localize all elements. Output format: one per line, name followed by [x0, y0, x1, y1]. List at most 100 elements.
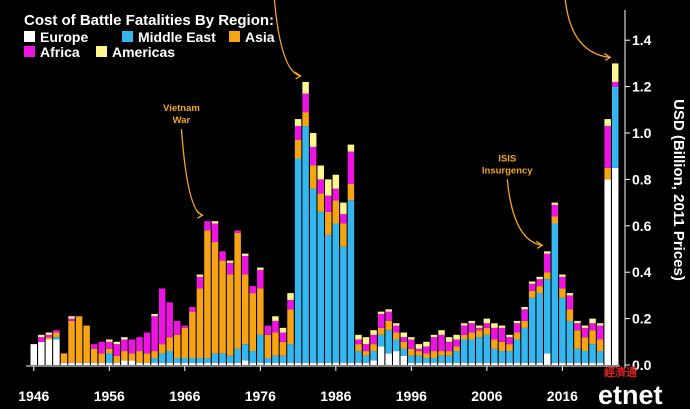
x-axis: 1946 1956 1966 1976 1986 1996 2006 2016 [18, 366, 578, 404]
legend-swatch-middle-east [122, 31, 133, 42]
bar-africa-1983 [309, 146, 317, 166]
bar-americas-2015 [551, 202, 559, 205]
bar-asia-1996 [408, 348, 415, 356]
bar-africa-1987 [340, 214, 347, 224]
legend-label-middle-east: Middle East [138, 29, 216, 45]
bar-asia-1976 [257, 288, 264, 335]
bar-middle-east-1962 [151, 358, 158, 363]
bar-africa-1984 [317, 179, 324, 194]
bar-middle-east-1981 [294, 158, 302, 363]
bar-europe-1990 [362, 362, 370, 365]
bar-asia-1995 [400, 341, 408, 349]
bar-asia-2009 [506, 344, 513, 352]
bar-asia-1979 [279, 341, 287, 356]
bar-asia-1959 [128, 353, 136, 361]
annotation-arrow [564, 0, 611, 59]
bar-europe-2000 [438, 362, 445, 365]
bar-middle-east-1966 [181, 358, 189, 363]
bar-asia-1987 [340, 223, 347, 247]
bar-americas-2014 [544, 251, 551, 254]
bar-americas-1995 [400, 332, 408, 338]
bar-europe-1961 [143, 362, 151, 365]
annotation-arrow [273, 0, 301, 77]
bar-africa-2004 [468, 323, 475, 333]
bar-asia-2018 [574, 330, 581, 349]
bar-asia-1957 [113, 355, 121, 363]
bar-middle-east-1978 [272, 355, 279, 363]
bar-africa-1962 [151, 316, 158, 352]
watermark-chinese-text: 經濟通 [604, 365, 637, 379]
bar-asia-2015 [551, 216, 559, 224]
bar-europe-1966 [181, 362, 189, 365]
bar-africa-1976 [257, 269, 264, 289]
annotation: Russia–Ukraine War& Israel–Hamas War [564, 0, 612, 61]
bar-asia-1974 [241, 274, 249, 345]
bar-asia-2010 [513, 332, 521, 340]
bar-americas-1986 [332, 174, 340, 189]
bar-asia-1984 [317, 193, 324, 212]
bar-middle-east-2020 [589, 344, 596, 363]
annotation-arrowhead [294, 71, 302, 80]
bar-europe-1996 [408, 362, 415, 365]
bar-middle-east-2012 [528, 297, 536, 363]
bar-africa-1989 [355, 339, 362, 345]
legend-swatch-europe [24, 31, 35, 42]
bar-americas-1989 [355, 334, 362, 340]
bar-africa-2011 [521, 309, 528, 321]
bar-europe-1994 [392, 351, 400, 365]
bar-americas-2007 [491, 323, 498, 328]
bar-middle-east-2005 [476, 337, 483, 363]
bar-africa-2012 [528, 283, 536, 291]
bar-europe-1968 [196, 362, 204, 365]
bar-europe-2018 [574, 362, 581, 365]
bar-europe-2023 [611, 167, 619, 365]
bar-middle-east-2013 [536, 293, 543, 363]
bar-middle-east-2021 [596, 351, 604, 363]
bar-africa-2007 [491, 327, 498, 340]
bar-africa-1947 [38, 337, 45, 342]
bar-africa-1965 [174, 320, 181, 335]
watermark-logo-text: etnet [598, 380, 663, 409]
bar-asia-1965 [174, 334, 181, 359]
bar-americas-1985 [325, 179, 332, 196]
bar-europe-1987 [340, 362, 347, 365]
bar-middle-east-1986 [332, 223, 340, 363]
bar-asia-1954 [90, 348, 98, 363]
y-tick-label: 0.2 [632, 311, 652, 327]
bar-africa-2001 [445, 341, 453, 352]
bar-middle-east-1949 [53, 337, 60, 340]
bar-africa-1988 [347, 151, 355, 185]
bar-middle-east-2011 [521, 327, 528, 363]
x-tick-label: 1956 [94, 388, 125, 404]
bar-africa-2009 [506, 337, 513, 345]
bar-africa-2023 [611, 81, 619, 87]
bar-africa-1949 [53, 330, 60, 333]
bar-middle-east-1977 [264, 358, 272, 363]
bar-middle-east-2017 [566, 320, 574, 363]
bar-asia-1949 [53, 332, 60, 338]
bar-asia-1952 [75, 316, 83, 363]
bar-africa-2006 [483, 323, 491, 328]
bar-europe-1992 [377, 346, 385, 365]
bar-asia-1969 [204, 230, 211, 359]
bar-asia-2014 [544, 272, 551, 280]
bar-africa-1967 [189, 307, 196, 312]
bar-africa-1956 [106, 341, 113, 349]
bar-asia-1988 [347, 184, 355, 201]
bar-middle-east-1997 [415, 355, 423, 363]
bar-asia-2011 [521, 320, 528, 328]
legend-swatch-africa [24, 46, 35, 57]
x-tick-label: 1946 [18, 388, 49, 404]
bar-asia-2008 [498, 341, 506, 352]
bar-asia-1983 [309, 165, 317, 189]
bar-asia-2006 [483, 327, 491, 335]
x-tick-label: 2006 [471, 388, 502, 404]
annotation-arrow [506, 179, 543, 246]
bar-middle-east-2007 [491, 348, 498, 363]
bar-americas-1948 [45, 332, 53, 335]
bar-europe-2015 [551, 362, 559, 365]
bar-europe-1950 [60, 362, 68, 365]
bar-americas-2005 [476, 325, 483, 328]
x-tick-label: 2016 [547, 388, 578, 404]
